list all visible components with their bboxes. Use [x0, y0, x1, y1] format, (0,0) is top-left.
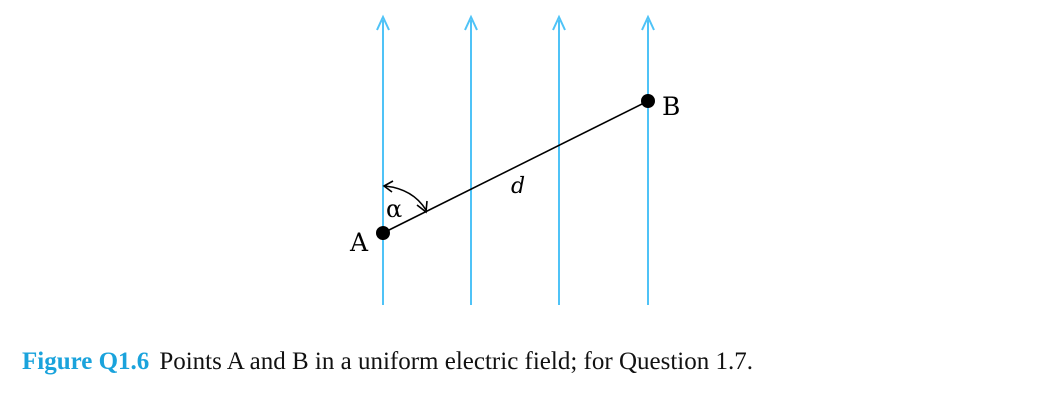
- figure-label: Figure Q1.6: [22, 348, 150, 375]
- electric-field-diagram: A B d α: [349, 14, 680, 305]
- caption-text: Points A and B in a uniform electric fie…: [159, 348, 753, 375]
- field-arrowhead-2: [464, 14, 478, 31]
- field-lines: [376, 14, 655, 305]
- figure-caption: Figure Q1.6 Points A and B in a uniform e…: [22, 348, 753, 376]
- point-b-label: B: [662, 92, 680, 121]
- angle-arrowhead-top: [382, 180, 394, 193]
- field-arrowhead-4: [641, 14, 655, 31]
- distance-label: d: [511, 174, 525, 199]
- point-b: [641, 94, 655, 108]
- angle-arrowhead-bottom: [416, 200, 428, 214]
- segment-ab: [382, 100, 649, 234]
- field-arrowhead-3: [552, 14, 566, 31]
- angle-label: α: [386, 195, 402, 223]
- angle-arc: [384, 185, 427, 211]
- point-a-label: A: [349, 228, 369, 257]
- point-a: [376, 226, 390, 240]
- field-arrowhead-1: [376, 14, 390, 31]
